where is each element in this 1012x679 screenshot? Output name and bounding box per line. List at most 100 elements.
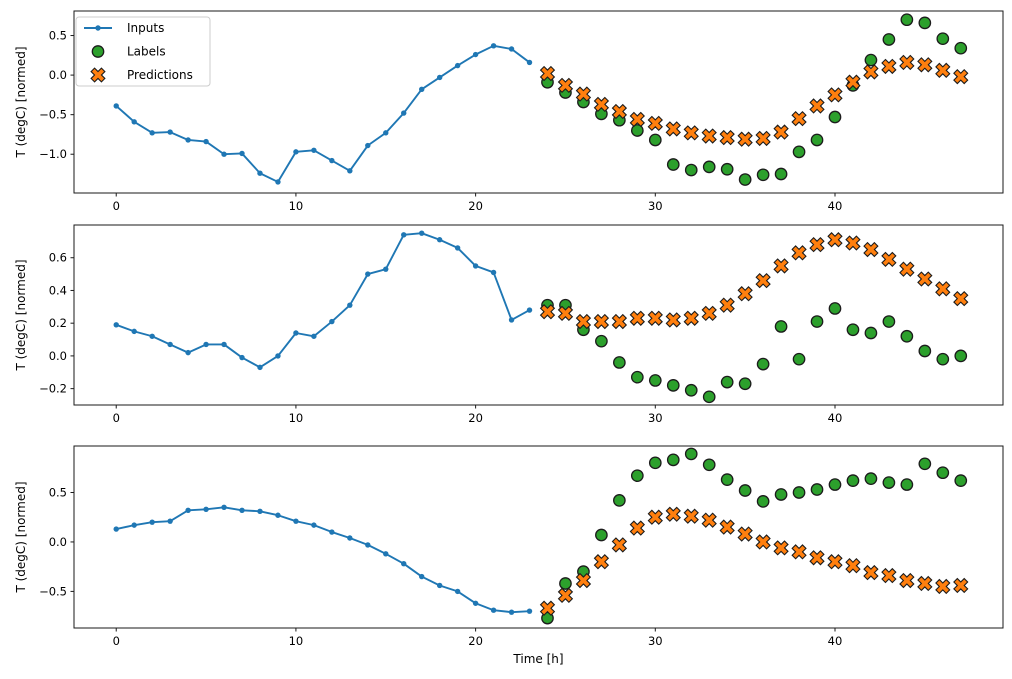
predictions-point <box>791 110 807 127</box>
predictions-point <box>845 235 861 251</box>
labels-point <box>792 145 806 159</box>
labels-point <box>756 168 770 182</box>
inputs-marker <box>401 561 407 567</box>
inputs-marker <box>347 168 353 174</box>
inputs-marker <box>401 110 407 116</box>
inputs-marker <box>257 364 263 371</box>
inputs-marker <box>454 245 461 251</box>
predictions-point <box>683 508 699 524</box>
inputs-marker <box>113 526 119 532</box>
predictions-point <box>737 131 753 147</box>
labels-point <box>648 374 662 387</box>
inputs-marker <box>275 179 281 185</box>
inputs-marker <box>508 46 515 52</box>
labels-series <box>541 447 968 625</box>
predictions-point <box>593 313 610 330</box>
y-tick-label: 0.0 <box>49 349 67 363</box>
labels-point <box>954 349 968 363</box>
predictions-point <box>665 506 681 522</box>
x-tick-label: 0 <box>113 199 120 213</box>
labels-point <box>900 478 914 491</box>
predictions-point <box>683 125 699 141</box>
inputs-marker <box>185 137 191 143</box>
inputs-marker <box>275 512 281 518</box>
predictions-point <box>863 564 879 581</box>
predictions-point <box>917 575 933 592</box>
labels-point <box>936 32 950 46</box>
labels-point <box>792 352 806 366</box>
inputs-marker <box>131 328 137 335</box>
predictions-point <box>845 558 861 574</box>
predictions-point <box>701 128 717 144</box>
labels-point <box>595 528 608 542</box>
labels-point <box>684 163 698 177</box>
predictions-point <box>575 313 592 330</box>
legend-label-inputs: Inputs <box>127 21 164 35</box>
inputs-marker <box>401 232 407 238</box>
inputs-marker <box>329 318 335 325</box>
labels-point <box>882 476 896 489</box>
inputs-marker <box>436 74 443 81</box>
y-tick-label: 0.6 <box>49 251 67 265</box>
predictions-point <box>953 290 969 307</box>
inputs-marker <box>472 600 479 606</box>
predictions-point <box>647 509 663 525</box>
x-axis-label: Time [h] <box>512 652 563 666</box>
predictions-point <box>557 305 574 322</box>
predictions-point <box>935 578 951 595</box>
legend-label-labels: Labels <box>127 45 166 59</box>
x-tick-label: 0 <box>113 411 120 425</box>
labels-point <box>720 375 734 389</box>
inputs-marker <box>293 149 299 155</box>
inputs-marker <box>526 608 533 614</box>
x-tick-label: 20 <box>468 411 483 425</box>
labels-point <box>756 495 770 508</box>
predictions-point <box>647 310 663 326</box>
labels-point <box>900 13 914 27</box>
inputs-marker <box>365 142 371 149</box>
labels-point <box>882 33 896 46</box>
inputs-marker <box>526 59 533 66</box>
labels-point <box>900 329 914 343</box>
labels-point <box>810 315 824 328</box>
predictions-point <box>881 567 897 584</box>
predictions-point <box>611 537 628 553</box>
subplot-1: 0 10 20 30 40 0.5 0.0 −0.5 −1.0 T (degC) [normed]… <box>14 10 1004 213</box>
labels-point <box>630 370 644 384</box>
inputs-marker <box>454 62 461 69</box>
labels-point <box>774 488 788 501</box>
inputs-marker <box>419 573 425 580</box>
inputs-marker <box>149 333 155 339</box>
inputs-marker <box>419 230 425 236</box>
inputs-marker <box>275 353 281 359</box>
inputs-marker <box>239 354 245 361</box>
predictions-point <box>629 520 645 536</box>
predictions-point <box>899 572 915 589</box>
labels-point <box>702 160 716 174</box>
inputs-marker <box>257 170 263 176</box>
labels-point <box>864 53 878 67</box>
inputs-marker <box>472 51 479 58</box>
x-tick-label: 20 <box>468 634 483 648</box>
y-tick-label: 0.5 <box>49 485 67 499</box>
inputs-marker <box>454 588 461 595</box>
predictions-point <box>593 554 610 570</box>
labels-point <box>846 474 860 487</box>
labels-point <box>918 457 932 471</box>
inputs-marker <box>311 522 317 528</box>
labels-point <box>702 458 716 472</box>
y-tick-label: −1.0 <box>39 147 67 161</box>
inputs-marker <box>221 341 227 348</box>
predictions-point <box>701 512 717 528</box>
y-tick-label: −0.5 <box>39 108 67 122</box>
inputs-marker <box>526 307 533 313</box>
predictions-series <box>539 54 969 147</box>
inputs-marker <box>239 507 245 513</box>
inputs-marker <box>167 341 173 348</box>
predictions-point <box>665 312 681 328</box>
labels-point <box>828 302 842 315</box>
inputs-marker <box>293 518 299 524</box>
inputs-marker <box>149 519 155 525</box>
